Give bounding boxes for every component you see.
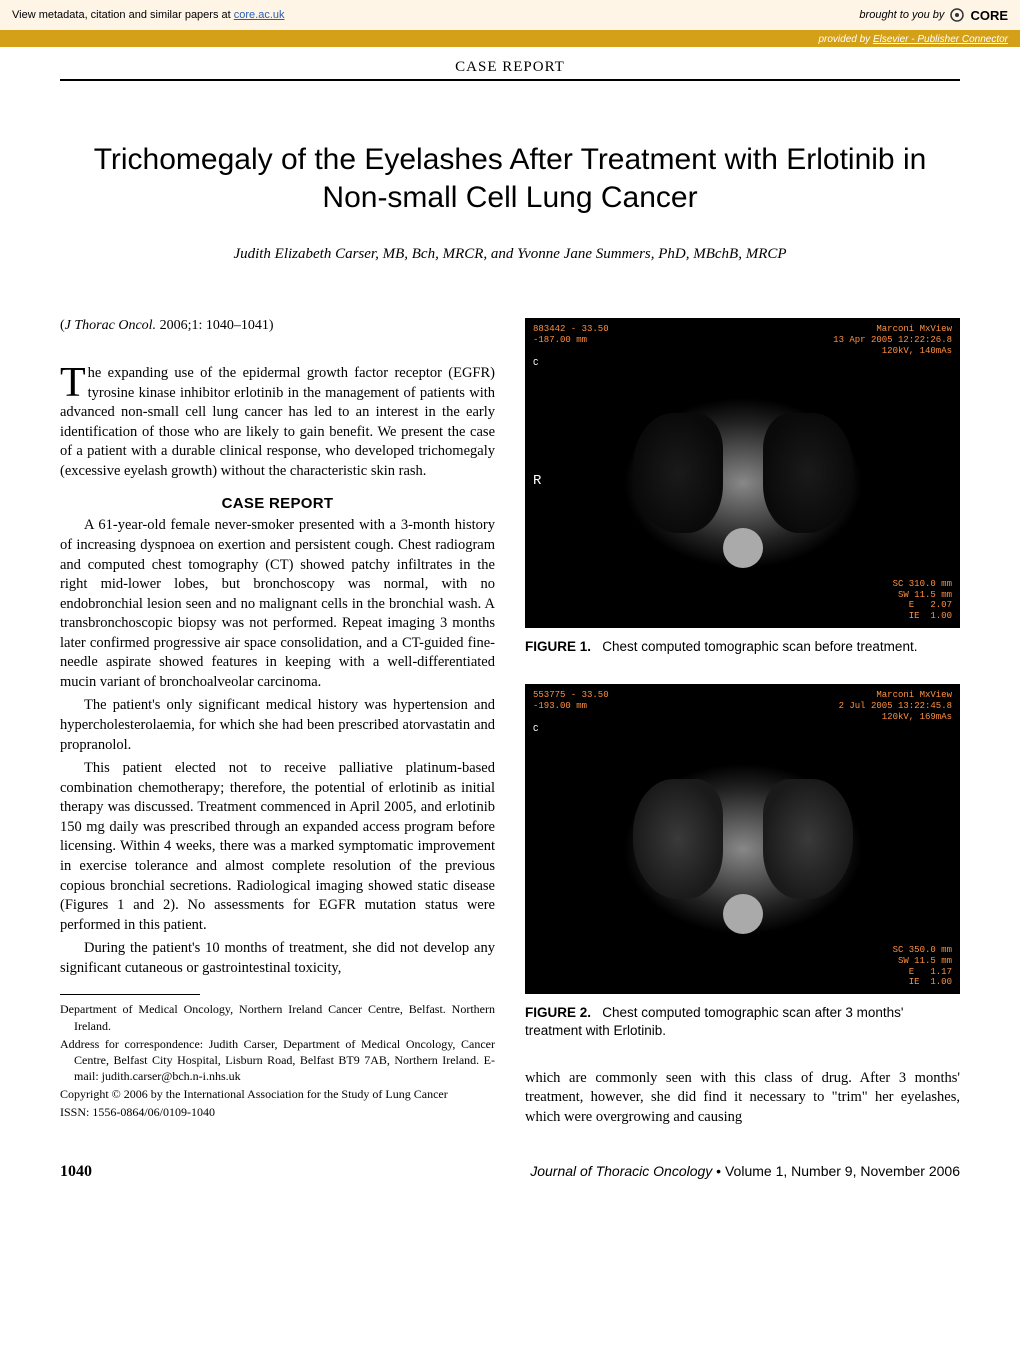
- figure-1-image: 883442 - 33.50 -187.00 mm Marconi MxView…: [525, 318, 960, 628]
- footnote-copyright: Copyright © 2006 by the International As…: [60, 1086, 495, 1102]
- figure-2-caption: FIGURE 2. Chest computed tomographic sca…: [525, 1004, 960, 1040]
- core-banner-left: View metadata, citation and similar pape…: [12, 9, 285, 21]
- paragraph-3: This patient elected not to receive pall…: [60, 759, 495, 935]
- journal-footer-line: Journal of Thoracic Oncology • Volume 1,…: [530, 1163, 960, 1179]
- figure-1-caption-text: Chest computed tomographic scan before t…: [602, 639, 917, 654]
- page-number: 1040: [60, 1163, 92, 1181]
- core-logo-icon: [948, 6, 966, 24]
- paragraph-4: During the patient's 10 months of treatm…: [60, 939, 495, 978]
- provided-by-bar: provided by Elsevier - Publisher Connect…: [0, 32, 1020, 47]
- provided-link[interactable]: Elsevier - Publisher Connector: [873, 34, 1008, 45]
- intro-paragraph: The expanding use of the epidermal growt…: [60, 364, 495, 481]
- core-banner: View metadata, citation and similar pape…: [0, 0, 1020, 32]
- ct1-lung-right: [763, 413, 853, 533]
- ct1-label-r: R: [533, 473, 541, 490]
- figure-2-label: FIGURE 2.: [525, 1005, 591, 1020]
- figure-1-label: FIGURE 1.: [525, 639, 591, 654]
- core-link[interactable]: core.ac.uk: [234, 9, 285, 21]
- ct1-lung-left: [633, 413, 723, 533]
- ct1-label-c: C: [533, 358, 538, 369]
- core-logo-text[interactable]: CORE: [970, 8, 1008, 23]
- ct1-overlay-tr: Marconi MxView 13 Apr 2005 12:22:26.8 12…: [833, 324, 952, 356]
- right-column: 883442 - 33.50 -187.00 mm Marconi MxView…: [525, 318, 960, 1131]
- ct2-label-c: C: [533, 724, 538, 735]
- ct2-lung-left: [633, 779, 723, 899]
- case-report-heading: CASE REPORT: [60, 495, 495, 512]
- paragraph-1: A 61-year-old female never-smoker presen…: [60, 516, 495, 692]
- ct1-spine: [723, 528, 763, 568]
- core-right-prefix: brought to you by: [859, 9, 944, 21]
- ct2-scan-body: [593, 739, 893, 959]
- journal-name: Journal of Thoracic Oncology: [530, 1163, 712, 1179]
- footnote-correspondence: Address for correspondence: Judith Carse…: [60, 1036, 495, 1085]
- core-left-prefix: View metadata, citation and similar pape…: [12, 9, 234, 21]
- provided-prefix: provided by: [818, 34, 872, 45]
- citation-reference: (J Thorac Oncol. 2006;1: 1040–1041): [60, 318, 495, 334]
- ct2-lung-right: [763, 779, 853, 899]
- article-title: Trichomegaly of the Eyelashes After Trea…: [60, 141, 960, 216]
- journal-issue: • Volume 1, Number 9, November 2006: [712, 1163, 960, 1179]
- left-column: (J Thorac Oncol. 2006;1: 1040–1041) The …: [60, 318, 495, 1131]
- ct1-overlay-br: SC 310.0 mm SW 11.5 mm E 2.07 IE 1.00: [893, 579, 952, 622]
- citation-journal: J Thorac Oncol.: [65, 318, 156, 333]
- page-footer: 1040 Journal of Thoracic Oncology • Volu…: [0, 1151, 1020, 1205]
- ct1-scan-body: [593, 373, 893, 593]
- two-column-layout: (J Thorac Oncol. 2006;1: 1040–1041) The …: [60, 318, 960, 1131]
- dropcap: T: [60, 364, 88, 400]
- paragraph-5-right: which are commonly seen with this class …: [525, 1069, 960, 1128]
- ct2-overlay-br: SC 350.0 mm SW 11.5 mm E 1.17 IE 1.00: [893, 945, 952, 988]
- figure-1-caption: FIGURE 1. Chest computed tomographic sca…: [525, 638, 960, 656]
- paragraph-2: The patient's only significant medical h…: [60, 696, 495, 755]
- section-header: CASE REPORT: [60, 59, 960, 81]
- ct1-overlay-tl: 883442 - 33.50 -187.00 mm: [533, 324, 609, 346]
- page-content: CASE REPORT Trichomegaly of the Eyelashe…: [0, 47, 1020, 1151]
- footnote-issn: ISSN: 1556-0864/06/0109-1040: [60, 1104, 495, 1120]
- authors-line: Judith Elizabeth Carser, MB, Bch, MRCR, …: [60, 246, 960, 263]
- footnote-rule: [60, 994, 200, 995]
- citation-rest: 2006;1: 1040–1041): [156, 318, 273, 333]
- ct2-overlay-tl: 553775 - 33.50 -193.00 mm: [533, 690, 609, 712]
- ct2-spine: [723, 894, 763, 934]
- intro-text: he expanding use of the epidermal growth…: [60, 365, 495, 479]
- footnote-affiliation: Department of Medical Oncology, Northern…: [60, 1001, 495, 1033]
- core-banner-right: brought to you by CORE: [859, 6, 1008, 24]
- figure-2-image: 553775 - 33.50 -193.00 mm Marconi MxView…: [525, 684, 960, 994]
- ct2-overlay-tr: Marconi MxView 2 Jul 2005 13:22:45.8 120…: [839, 690, 952, 722]
